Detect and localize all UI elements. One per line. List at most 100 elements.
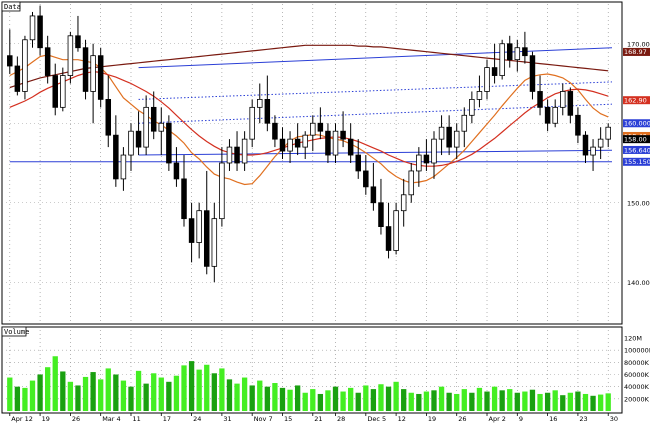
volume-bar: [597, 394, 604, 411]
volume-bar: [279, 387, 286, 411]
x-tick-label: Apr 2: [489, 415, 506, 423]
volume-bar: [605, 393, 611, 411]
candle-body: [97, 55, 104, 100]
candle-body: [393, 210, 399, 251]
volume-axis-label: 80000K: [624, 359, 650, 367]
volume-axis-label: 20000K: [624, 395, 650, 403]
trendline: [138, 149, 613, 156]
volume-bar: [340, 391, 346, 411]
volume-bar: [514, 392, 520, 411]
volume-panel-title-box: Volume: [1, 326, 29, 337]
x-tick-label: 31: [223, 415, 231, 423]
candle-body: [196, 210, 202, 243]
x-tick-label: 12: [398, 415, 406, 423]
volume-bar: [529, 389, 536, 411]
x-tick-label: 11: [132, 415, 140, 423]
x-tick-label: 30: [610, 415, 618, 423]
price-panel-title-box: Data: [1, 1, 21, 12]
volume-axis-ticks: 120M 100000K 80000K 60000K 40000K 20000K: [624, 335, 650, 404]
candle-body: [272, 122, 278, 140]
volume-bar: [196, 369, 202, 411]
volume-bar: [317, 393, 324, 411]
price-marker: 155.1500: [623, 157, 650, 166]
candle-body: [105, 99, 112, 136]
candle-body: [128, 130, 134, 156]
candle-body: [552, 106, 558, 124]
volume-bar: [287, 389, 293, 411]
volume-bar: [378, 384, 384, 411]
x-tick-label: 16: [549, 415, 557, 423]
price-marker: 158.00: [623, 135, 650, 143]
x-tick-label: Nov 7: [254, 415, 273, 423]
x-tick-label: Dec 5: [367, 415, 386, 423]
volume-bar: [507, 389, 513, 411]
volume-bar: [552, 390, 558, 411]
candle-body: [82, 47, 89, 92]
candle-body: [438, 126, 445, 140]
price-panel: [1, 1, 623, 325]
candle-body: [52, 75, 58, 108]
volume-bar: [582, 393, 589, 411]
volume-bar: [120, 380, 127, 411]
moving-average-line: [9, 54, 609, 186]
x-tick-label: 23: [579, 415, 587, 423]
volume-bar: [151, 373, 157, 411]
candle-body: [173, 162, 180, 180]
volume-bar: [226, 379, 233, 411]
candle-body: [484, 67, 490, 92]
candle-body: [597, 138, 604, 148]
volume-bar: [128, 386, 134, 411]
candle-body: [378, 202, 384, 228]
volume-bar: [476, 387, 483, 411]
x-tick-label: 21: [314, 415, 322, 423]
candle-body: [514, 47, 521, 61]
candle-body: [37, 15, 43, 49]
volume-bar: [446, 392, 452, 411]
price-marker-box: [623, 135, 650, 144]
volume-bar: [60, 371, 66, 411]
candle-body: [143, 106, 149, 148]
moving-averages: [9, 44, 609, 186]
candle-body: [158, 122, 165, 132]
volume-panel-title: Volume: [4, 328, 29, 336]
volume-bar: [52, 356, 58, 411]
volume-bar: [302, 392, 308, 411]
volume-bar: [348, 387, 354, 411]
candle-body: [203, 210, 210, 267]
price-marker: 160.0000: [623, 119, 650, 128]
price-axis-label: 170.00: [627, 40, 650, 48]
price-marker-box: [623, 119, 650, 128]
candle-body: [241, 138, 248, 164]
candle-body: [461, 114, 468, 132]
volume-bar: [90, 372, 96, 411]
candle-body: [476, 91, 483, 100]
candle-body: [14, 65, 21, 92]
candle-body: [257, 99, 263, 108]
candle-body: [529, 55, 536, 92]
price-marker: 168.97: [623, 47, 650, 56]
volume-bar: [257, 380, 263, 411]
candle-body: [150, 106, 157, 132]
volume-bar: [37, 374, 43, 411]
volume-bar: [385, 386, 392, 411]
volume-bar: [14, 386, 21, 411]
price-marker: 162.90: [623, 96, 650, 104]
candle-body: [188, 218, 195, 243]
volume-bar: [135, 370, 142, 411]
volume-bar: [370, 389, 377, 411]
x-tick-label: Apr 12: [11, 415, 33, 423]
candle-body: [590, 146, 596, 156]
volume-bar: [45, 367, 51, 411]
candle-body: [302, 134, 308, 148]
x-tick-label: 28: [337, 415, 345, 423]
candle-body: [279, 138, 286, 152]
volume-bar: [461, 389, 467, 411]
x-tick-label: 19: [428, 415, 436, 423]
candle-body: [135, 130, 142, 148]
price-marker-label: 156.6400: [624, 146, 650, 154]
candle-body: [347, 138, 354, 156]
candle-body: [400, 194, 407, 212]
volume-bar: [98, 379, 104, 411]
volume-bar: [143, 383, 149, 411]
